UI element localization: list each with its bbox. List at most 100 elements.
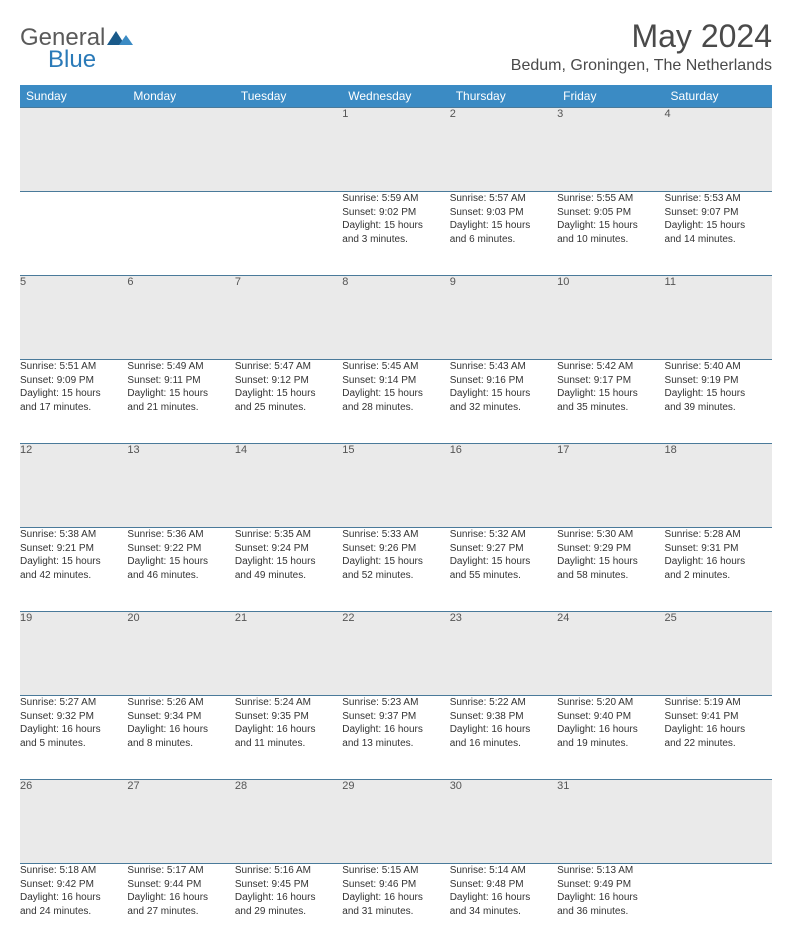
detail-line: Daylight: 16 hours xyxy=(450,891,557,905)
details-row: Sunrise: 5:18 AMSunset: 9:42 PM Daylight:… xyxy=(20,864,772,948)
day-number: 15 xyxy=(342,444,449,528)
day-number: 20 xyxy=(127,612,234,696)
weekday-header-row: Sunday Monday Tuesday Wednesday Thursday… xyxy=(20,85,772,108)
detail-line: and 5 minutes. xyxy=(20,737,127,751)
day-details: Sunrise: 5:17 AMSunset: 9:44 PMDaylight:… xyxy=(127,864,234,948)
detail-line: Daylight: 15 hours xyxy=(342,387,449,401)
detail-line: Sunset: 9:03 PM xyxy=(450,206,557,220)
day-details xyxy=(235,192,342,276)
detail-line: and 27 minutes. xyxy=(127,905,234,919)
detail-line: Sunrise: 5:23 AM xyxy=(342,696,449,710)
title-block: May 2024 Bedum, Groningen, The Netherlan… xyxy=(511,18,772,75)
day-number: 13 xyxy=(127,444,234,528)
detail-line: Daylight: 15 hours xyxy=(450,387,557,401)
day-details: Sunrise: 5:19 AMSunset: 9:41 PMDaylight:… xyxy=(665,696,772,780)
detail-line: Sunset: 9:45 PM xyxy=(235,878,342,892)
detail-line: Sunrise: 5:28 AM xyxy=(665,528,772,542)
detail-line: Daylight: 15 hours xyxy=(342,555,449,569)
weekday-header: Saturday xyxy=(665,85,772,108)
day-details xyxy=(20,192,127,276)
day-number: 9 xyxy=(450,276,557,360)
detail-line: Sunset: 9:02 PM xyxy=(342,206,449,220)
daynum-row: 19202122232425 xyxy=(20,612,772,696)
daynum-row: 1234 xyxy=(20,108,772,192)
detail-line: Daylight: 15 hours xyxy=(450,555,557,569)
day-details: Sunrise: 5:18 AMSunset: 9:42 PMDaylight:… xyxy=(20,864,127,948)
detail-line: Sunrise: 5:35 AM xyxy=(235,528,342,542)
detail-line: Daylight: 15 hours xyxy=(342,219,449,233)
detail-line: and 42 minutes. xyxy=(20,569,127,583)
day-number: 12 xyxy=(20,444,127,528)
weekday-header: Wednesday xyxy=(342,85,449,108)
day-details: Sunrise: 5:59 AMSunset: 9:02 PMDaylight:… xyxy=(342,192,449,276)
detail-line: Sunrise: 5:57 AM xyxy=(450,192,557,206)
day-number: 26 xyxy=(20,780,127,864)
detail-line: and 46 minutes. xyxy=(127,569,234,583)
day-details: Sunrise: 5:28 AMSunset: 9:31 PMDaylight:… xyxy=(665,528,772,612)
location: Bedum, Groningen, The Netherlands xyxy=(511,57,772,75)
weekday-header: Thursday xyxy=(450,85,557,108)
day-number: 2 xyxy=(450,108,557,192)
day-details xyxy=(127,192,234,276)
detail-line: Sunrise: 5:18 AM xyxy=(20,864,127,878)
weekday-header: Monday xyxy=(127,85,234,108)
detail-line: Sunset: 9:27 PM xyxy=(450,542,557,556)
weekday-header: Sunday xyxy=(20,85,127,108)
detail-line: Sunset: 9:17 PM xyxy=(557,374,664,388)
detail-line: and 28 minutes. xyxy=(342,401,449,415)
details-row: Sunrise: 5:27 AMSunset: 9:32 PMDaylight:… xyxy=(20,696,772,780)
daynum-row: 12131415161718 xyxy=(20,444,772,528)
detail-line: Daylight: 16 hours xyxy=(20,723,127,737)
day-details: Sunrise: 5:23 AMSunset: 9:37 PMDaylight:… xyxy=(342,696,449,780)
detail-line: and 24 minutes. xyxy=(20,905,127,919)
detail-line: Sunset: 9:48 PM xyxy=(450,878,557,892)
day-number xyxy=(665,780,772,864)
logo-text-blue: Blue xyxy=(48,46,133,74)
detail-line: and 34 minutes. xyxy=(450,905,557,919)
day-number: 19 xyxy=(20,612,127,696)
day-details: Sunrise: 5:53 AMSunset: 9:07 PMDaylight:… xyxy=(665,192,772,276)
day-number: 8 xyxy=(342,276,449,360)
detail-line: and 35 minutes. xyxy=(557,401,664,415)
day-details: Sunrise: 5:40 AMSunset: 9:19 PMDaylight:… xyxy=(665,360,772,444)
detail-line: Sunrise: 5:51 AM xyxy=(20,360,127,374)
day-details: Sunrise: 5:30 AMSunset: 9:29 PMDaylight:… xyxy=(557,528,664,612)
detail-line: Daylight: 15 hours xyxy=(557,387,664,401)
detail-line: Sunset: 9:49 PM xyxy=(557,878,664,892)
details-row: Sunrise: 5:38 AMSunset: 9:21 PMDaylight:… xyxy=(20,528,772,612)
detail-line: and 49 minutes. xyxy=(235,569,342,583)
detail-line: Sunset: 9:24 PM xyxy=(235,542,342,556)
day-number xyxy=(20,108,127,192)
day-number: 16 xyxy=(450,444,557,528)
detail-line: Sunset: 9:26 PM xyxy=(342,542,449,556)
day-details: Sunrise: 5:16 AMSunset: 9:45 PMDaylight:… xyxy=(235,864,342,948)
detail-line: Sunrise: 5:32 AM xyxy=(450,528,557,542)
detail-line: Sunset: 9:21 PM xyxy=(20,542,127,556)
day-details: Sunrise: 5:24 AMSunset: 9:35 PMDaylight:… xyxy=(235,696,342,780)
detail-line: Daylight: 16 hours xyxy=(127,723,234,737)
detail-line: Sunset: 9:14 PM xyxy=(342,374,449,388)
detail-line: Sunset: 9:42 PM xyxy=(20,878,127,892)
day-number: 17 xyxy=(557,444,664,528)
detail-line: Sunrise: 5:24 AM xyxy=(235,696,342,710)
day-details: Sunrise: 5:14 AMSunset: 9:48 PMDaylight:… xyxy=(450,864,557,948)
detail-line: Sunset: 9:38 PM xyxy=(450,710,557,724)
detail-line: Sunrise: 5:33 AM xyxy=(342,528,449,542)
detail-line: Sunrise: 5:13 AM xyxy=(557,864,664,878)
detail-line: Daylight: 15 hours xyxy=(127,555,234,569)
day-details: Sunrise: 5:42 AMSunset: 9:17 PMDaylight:… xyxy=(557,360,664,444)
detail-line: and 32 minutes. xyxy=(450,401,557,415)
detail-line: and 8 minutes. xyxy=(127,737,234,751)
day-details: Sunrise: 5:33 AMSunset: 9:26 PMDaylight:… xyxy=(342,528,449,612)
detail-line: and 22 minutes. xyxy=(665,737,772,751)
detail-line: Sunrise: 5:14 AM xyxy=(450,864,557,878)
detail-line: and 2 minutes. xyxy=(665,569,772,583)
detail-line: and 25 minutes. xyxy=(235,401,342,415)
detail-line: Daylight: 16 hours xyxy=(665,723,772,737)
month-year: May 2024 xyxy=(511,18,772,55)
detail-line: Daylight: 15 hours xyxy=(20,555,127,569)
detail-line: and 11 minutes. xyxy=(235,737,342,751)
day-number: 21 xyxy=(235,612,342,696)
detail-line: Sunset: 9:41 PM xyxy=(665,710,772,724)
day-details: Sunrise: 5:43 AMSunset: 9:16 PMDaylight:… xyxy=(450,360,557,444)
